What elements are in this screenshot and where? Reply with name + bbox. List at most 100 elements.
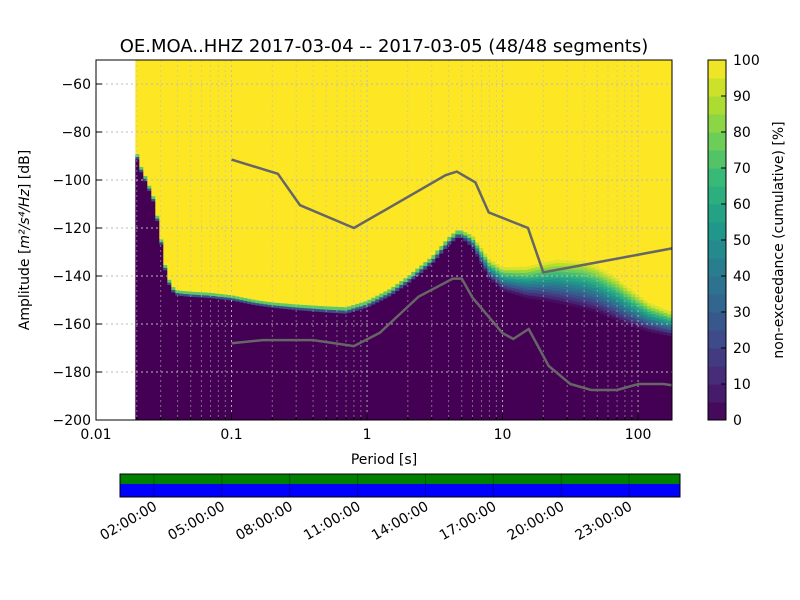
heatmap-low-cell — [555, 302, 560, 420]
heatmap-low-cell — [151, 200, 156, 420]
heatmap-transition-cell — [535, 272, 540, 276]
x-tick-label: 100 — [625, 427, 652, 443]
heatmap-transition-cell — [619, 298, 624, 303]
heatmap-transition-cell — [499, 271, 504, 276]
heatmap-transition-cell — [627, 322, 632, 326]
heatmap-low-cell — [443, 248, 448, 420]
heatmap-transition-cell — [543, 261, 548, 266]
heatmap-high-cell — [519, 60, 524, 267]
heatmap-transition-cell — [371, 297, 376, 302]
heatmap-transition-cell — [571, 260, 576, 264]
heatmap-transition-cell — [599, 271, 604, 275]
heatmap-transition-cell — [643, 321, 648, 325]
heatmap-transition-cell — [455, 230, 460, 235]
heatmap-transition-cell — [507, 283, 512, 288]
heatmap-transition-cell — [211, 293, 216, 297]
heatmap-transition-cell — [571, 300, 576, 304]
heatmap-transition-cell — [623, 284, 628, 289]
heatmap-low-cell — [591, 311, 596, 420]
heatmap-transition-cell — [579, 266, 584, 271]
colorbar-segment — [708, 204, 726, 223]
heatmap-high-cell — [287, 60, 292, 304]
heatmap-transition-cell — [611, 283, 616, 288]
heatmap-transition-cell — [603, 273, 608, 278]
heatmap-transition-cell — [627, 287, 632, 292]
heatmap-transition-cell — [503, 285, 508, 289]
heatmap-transition-cell — [291, 304, 296, 308]
heatmap-transition-cell — [155, 215, 160, 219]
heatmap-transition-cell — [667, 326, 672, 330]
heatmap-transition-cell — [555, 284, 560, 288]
heatmap-transition-cell — [627, 293, 632, 297]
heatmap-transition-cell — [503, 266, 508, 271]
heatmap-transition-cell — [663, 318, 668, 323]
heatmap-high-cell — [235, 60, 240, 297]
heatmap-transition-cell — [527, 274, 532, 278]
heatmap-transition-cell — [147, 185, 152, 189]
heatmap-transition-cell — [563, 277, 568, 282]
heatmap-transition-cell — [579, 284, 584, 288]
heatmap-transition-cell — [515, 266, 520, 271]
heatmap-transition-cell — [595, 305, 600, 310]
heatmap-transition-cell — [591, 278, 596, 283]
heatmap-transition-cell — [143, 175, 148, 179]
heatmap-transition-cell — [603, 276, 608, 281]
heatmap-transition-cell — [527, 265, 532, 270]
heatmap-high-cell — [419, 60, 424, 266]
heatmap-transition-cell — [607, 272, 612, 277]
heatmap-low-cell — [239, 301, 244, 420]
heatmap-transition-cell — [567, 296, 572, 300]
heatmap-transition-cell — [543, 294, 548, 298]
heatmap-high-cell — [487, 60, 492, 260]
heatmap-transition-cell — [567, 284, 572, 288]
heatmap-transition-cell — [655, 308, 660, 313]
heatmap-transition-cell — [591, 264, 596, 268]
heatmap-high-cell — [331, 60, 336, 307]
heatmap-transition-cell — [655, 320, 660, 325]
heatmap-transition-cell — [151, 196, 156, 200]
heatmap-transition-cell — [563, 292, 568, 296]
colorbar-segment — [708, 60, 726, 79]
heatmap-transition-cell — [491, 261, 496, 265]
heatmap-transition-cell — [283, 303, 288, 307]
heatmap-transition-cell — [159, 241, 164, 245]
heatmap-transition-cell — [379, 293, 384, 298]
heatmap-transition-cell — [623, 287, 628, 292]
heatmap-transition-cell — [563, 259, 568, 264]
heatmap-transition-cell — [527, 280, 532, 284]
heatmap-low-cell — [299, 310, 304, 420]
heatmap-transition-cell — [551, 266, 556, 270]
heatmap-high-cell — [207, 60, 212, 293]
heatmap-low-cell — [503, 291, 508, 420]
heatmap-transition-cell — [587, 292, 592, 296]
heatmap-transition-cell — [523, 284, 528, 289]
heatmap-transition-cell — [607, 314, 612, 318]
heatmap-transition-cell — [635, 321, 640, 326]
heatmap-transition-cell — [271, 304, 276, 308]
heatmap-transition-cell — [499, 266, 504, 270]
heatmap-transition-cell — [659, 325, 664, 329]
heatmap-transition-cell — [591, 287, 596, 292]
heatmap-transition-cell — [383, 294, 388, 299]
heatmap-transition-cell — [515, 291, 520, 296]
heatmap-transition-cell — [639, 302, 644, 307]
heatmap-transition-cell — [595, 302, 600, 307]
heatmap-transition-cell — [551, 281, 556, 285]
heatmap-high-cell — [227, 60, 232, 295]
heatmap-transition-cell — [615, 277, 620, 282]
heatmap-transition-cell — [647, 322, 652, 327]
heatmap-low-cell — [159, 244, 164, 420]
heatmap-transition-cell — [255, 300, 260, 304]
coverage-psd-band — [120, 484, 680, 497]
heatmap-transition-cell — [603, 303, 608, 308]
heatmap-transition-cell — [575, 275, 580, 279]
heatmap-transition-cell — [579, 275, 584, 279]
heatmap-transition-cell — [611, 298, 616, 302]
colorbar-segment — [708, 114, 726, 133]
heatmap-transition-cell — [591, 302, 596, 306]
colorbar-tick-label: 10 — [733, 377, 751, 393]
heatmap-transition-cell — [171, 287, 176, 290]
heatmap-transition-cell — [659, 313, 664, 317]
heatmap-high-cell — [631, 60, 636, 291]
heatmap-transition-cell — [447, 240, 452, 245]
